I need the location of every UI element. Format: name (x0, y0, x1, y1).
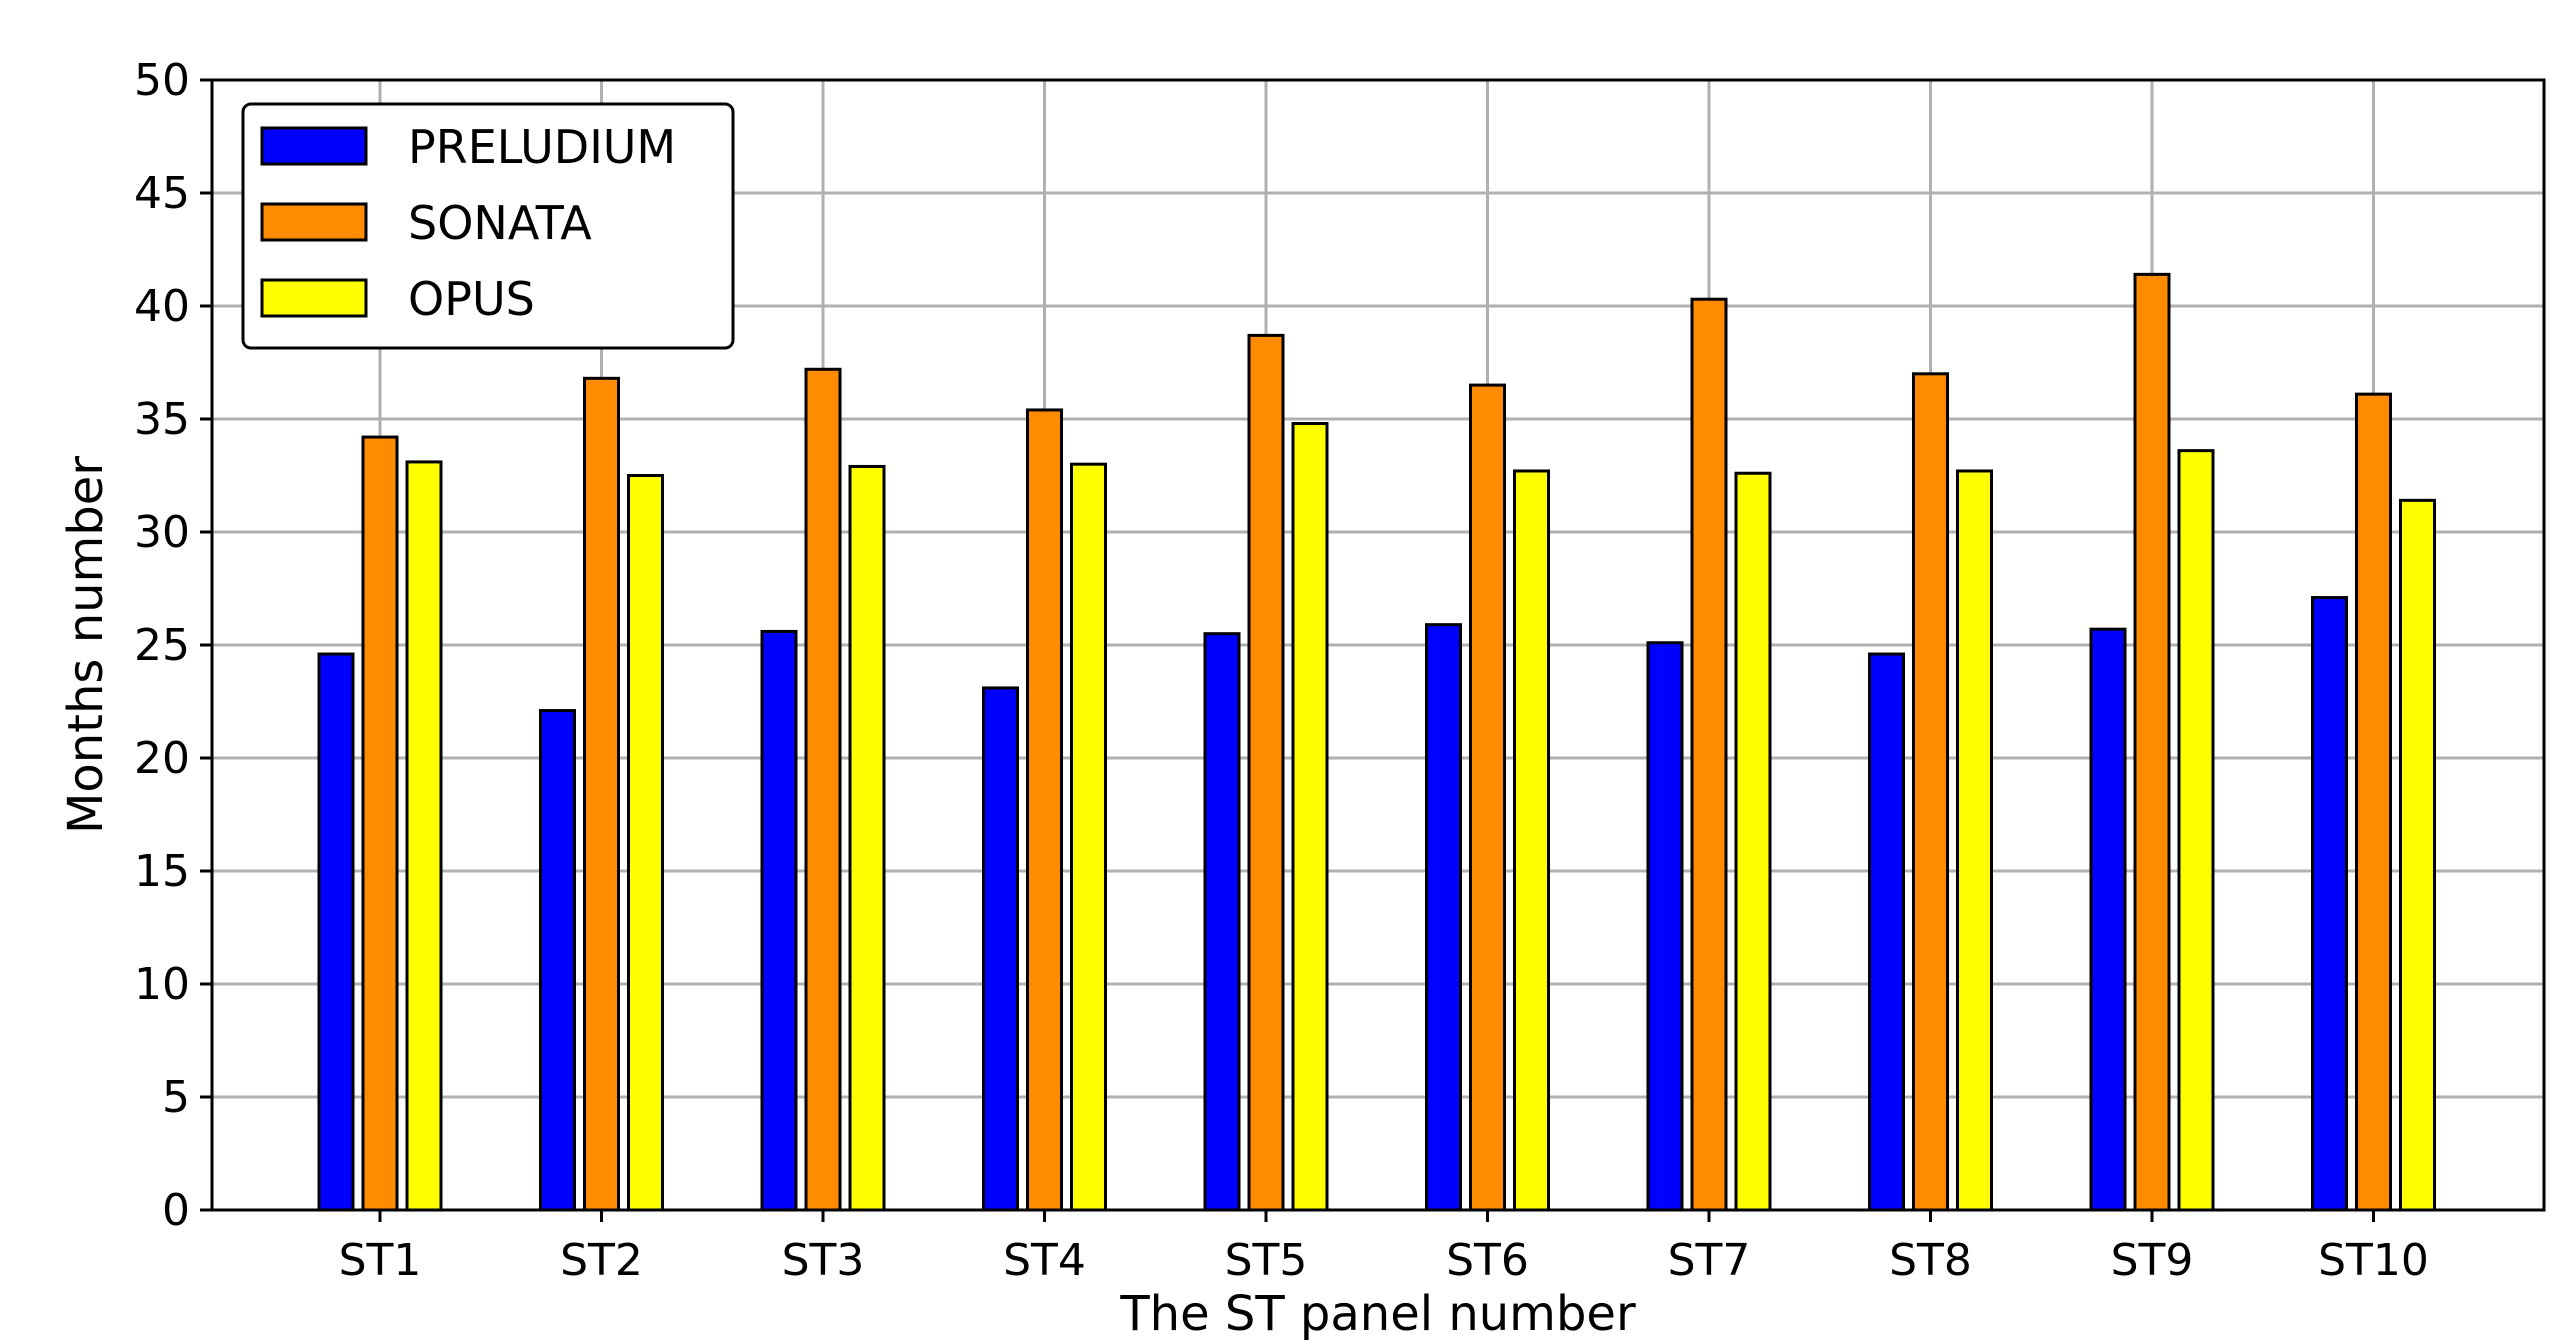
bar-opus-st10 (2399, 498, 2436, 1212)
bar-sonata-st2 (583, 376, 620, 1212)
x-tick-label: ST10 (2318, 1235, 2429, 1286)
bar-sonata-st8 (1912, 372, 1949, 1212)
y-tick-label: 45 (134, 168, 190, 219)
x-tick-label: ST6 (1446, 1235, 1529, 1286)
legend-swatch-preludium (260, 126, 368, 166)
bar-preludium-st8 (1868, 652, 1905, 1212)
x-tick-label: ST3 (782, 1235, 865, 1286)
bar-preludium-st3 (760, 629, 798, 1212)
y-tick-label: 40 (134, 281, 190, 332)
bar-opus-st7 (1734, 471, 1772, 1212)
legend-label-preludium: PRELUDIUM (408, 120, 676, 174)
x-tick-label: ST9 (2111, 1235, 2194, 1286)
x-axis-label: The ST panel number (1119, 1286, 1636, 1342)
y-tick-label: 25 (134, 620, 190, 671)
bar-opus-st9 (2177, 449, 2215, 1212)
bar-sonata-st3 (804, 367, 842, 1212)
x-tick-label: ST7 (1668, 1235, 1751, 1286)
x-tick-labels: ST1 ST2 ST3 ST4 ST5 ST6 ST7 ST8 ST9 ST10 (339, 1235, 2429, 1286)
y-tick-label: 20 (134, 733, 190, 784)
y-tick-label: 0 (162, 1185, 190, 1236)
y-tick-label: 5 (162, 1072, 190, 1123)
bar-preludium-st7 (1646, 641, 1684, 1212)
y-tick-label: 30 (134, 507, 190, 558)
bar-preludium-st2 (539, 709, 576, 1212)
legend-label-opus: OPUS (408, 272, 535, 326)
bar-preludium-st1 (317, 652, 355, 1212)
bar-opus-st4 (1070, 462, 1107, 1212)
bar-preludium-st6 (1425, 623, 1462, 1212)
bar-opus-st3 (848, 464, 886, 1212)
x-tick-label: ST5 (1225, 1235, 1308, 1286)
bar-preludium-st4 (982, 686, 1019, 1212)
bar-sonata-st5 (1247, 333, 1285, 1212)
bar-sonata-st1 (361, 435, 399, 1212)
bar-sonata-st10 (2355, 392, 2392, 1212)
x-tick-label: ST4 (1003, 1235, 1086, 1286)
x-tick-label: ST1 (339, 1235, 422, 1286)
bar-sonata-st9 (2133, 272, 2171, 1212)
legend-swatch-opus (260, 278, 368, 318)
bar-opus-st6 (1513, 469, 1550, 1212)
bar-sonata-st6 (1469, 383, 1506, 1212)
legend: PRELUDIUM SONATA OPUS (241, 102, 735, 350)
x-tick-label: ST8 (1889, 1235, 1972, 1286)
bar-opus-st1 (405, 460, 443, 1212)
y-tick-labels: 0 5 10 15 20 25 30 35 40 45 50 (134, 55, 190, 1236)
y-axis-label: Months number (58, 456, 114, 834)
y-tick-label: 10 (134, 959, 190, 1010)
bar-sonata-st4 (1026, 408, 1063, 1212)
bar-opus-st5 (1291, 422, 1329, 1212)
bar-preludium-st5 (1203, 632, 1241, 1212)
bar-preludium-st10 (2311, 596, 2348, 1212)
legend-label-sonata: SONATA (408, 196, 592, 250)
bar-opus-st8 (1956, 469, 1993, 1212)
bar-sonata-st7 (1690, 297, 1728, 1212)
x-tick-label: ST2 (560, 1235, 643, 1286)
bar-preludium-st9 (2089, 627, 2127, 1212)
bar-opus-st2 (627, 474, 664, 1212)
y-tick-label: 15 (134, 846, 190, 897)
y-tick-label: 50 (134, 55, 190, 106)
y-tick-label: 35 (134, 394, 190, 445)
legend-swatch-sonata (260, 202, 368, 242)
bars (317, 272, 2436, 1212)
tick-marks (200, 78, 2375, 1222)
